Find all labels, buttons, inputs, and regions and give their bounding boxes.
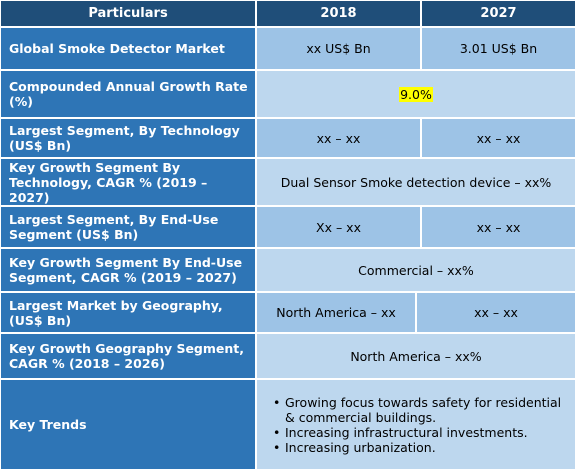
row-label-largest-geography: Largest Market by Geography, (US$ Bn)	[1, 293, 255, 332]
row-label-largest-end-use: Largest Segment, By End-Use Segment (US$…	[1, 207, 255, 247]
header-2027: 2027	[422, 1, 575, 26]
header-particulars: Particulars	[1, 1, 255, 26]
row-label-key-trends: Key Trends	[1, 380, 255, 469]
key-trends-list-cell: Growing focus towards safety for residen…	[257, 380, 575, 469]
row-value-merged: North America – xx%	[257, 334, 575, 378]
header-2018: 2018	[257, 1, 420, 26]
row-value-2018: xx – xx	[257, 119, 420, 157]
row-label-growth-geography: Key Growth Geography Segment, CAGR % (20…	[1, 334, 255, 378]
row-value-2018: xx US$ Bn	[257, 28, 420, 69]
row-value-2027: xx – xx	[422, 207, 575, 247]
row-label-cagr: Compounded Annual Growth Rate (%)	[1, 71, 255, 117]
row-label-growth-end-use: Key Growth Segment By End-Use Segment, C…	[1, 249, 255, 291]
row-value-2027: xx – xx	[422, 119, 575, 157]
row-value-merged: Dual Sensor Smoke detection device – xx%	[257, 159, 575, 205]
row-value-merged: Commercial – xx%	[257, 249, 575, 291]
row-value-merged: 9.0%	[257, 71, 575, 117]
key-trend-item: Growing focus towards safety for residen…	[273, 395, 567, 425]
key-trends-list: Growing focus towards safety for residen…	[273, 395, 567, 455]
row-value-2027: xx – xx	[417, 293, 575, 332]
row-label-growth-technology: Key Growth Segment By Technology, CAGR %…	[1, 159, 255, 205]
row-value-2018: Xx – xx	[257, 207, 420, 247]
row-label-global-market: Global Smoke Detector Market	[1, 28, 255, 69]
row-value-2018: North America – xx	[257, 293, 415, 332]
row-label-largest-technology: Largest Segment, By Technology (US$ Bn)	[1, 119, 255, 157]
key-trend-item: Increasing infrastructural investments.	[273, 425, 567, 440]
key-trend-item: Increasing urbanization.	[273, 440, 567, 455]
cagr-highlight: 9.0%	[399, 86, 433, 102]
row-value-2027: 3.01 US$ Bn	[422, 28, 575, 69]
